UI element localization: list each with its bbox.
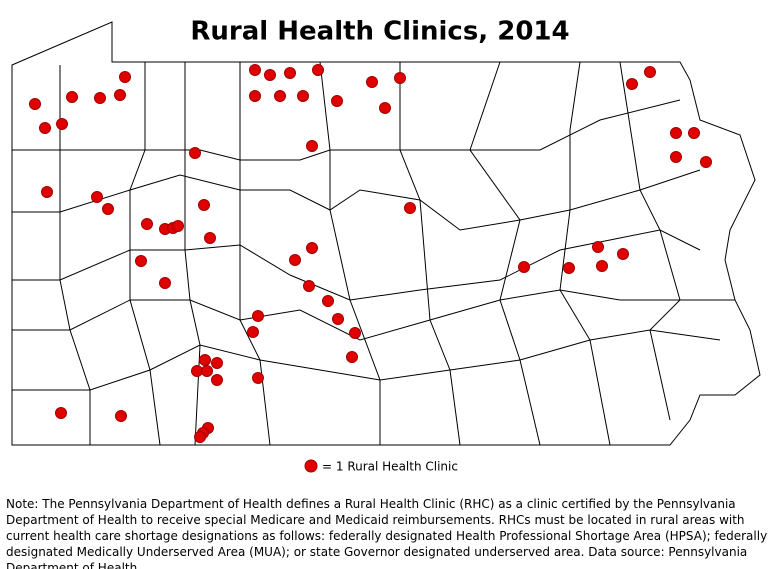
- note: Note: The Pennsylvania Department of Hea…: [6, 497, 768, 569]
- clinic-dot: [204, 232, 216, 244]
- legend-dot: [304, 459, 318, 473]
- county-line: [12, 169, 701, 231]
- clinic-dot: [119, 71, 131, 83]
- clinic-dot: [563, 262, 575, 274]
- clinic-dot: [312, 64, 324, 76]
- clinic-dot: [115, 410, 127, 422]
- clinic-dot: [306, 242, 318, 254]
- clinic-dot: [366, 76, 378, 88]
- county-line: [12, 99, 681, 161]
- clinic-dot: [274, 90, 286, 102]
- county-line: [559, 61, 611, 446]
- clinic-dot: [56, 118, 68, 130]
- clinic-dot: [41, 186, 53, 198]
- map: Rural Health Clinics, 2014 = 1 Rural Hea…: [11, 17, 761, 474]
- clinic-dot: [55, 407, 67, 419]
- clinic-dot: [289, 254, 301, 266]
- clinic-dot: [249, 90, 261, 102]
- clinic-dot: [617, 248, 629, 260]
- clinic-dot: [332, 313, 344, 325]
- county-line: [12, 289, 735, 341]
- clinic-dot: [349, 327, 361, 339]
- county-line: [184, 62, 201, 446]
- clinic-dot: [518, 261, 530, 273]
- clinic-dot: [135, 255, 147, 267]
- clinic-dot: [141, 218, 153, 230]
- county-line: [129, 62, 161, 446]
- clinic-dot: [29, 98, 41, 110]
- county-line: [59, 65, 91, 445]
- clinic-dot: [172, 220, 184, 232]
- map-title: Rural Health Clinics, 2014: [190, 17, 569, 47]
- clinic-dot: [626, 78, 638, 90]
- clinic-dot: [303, 280, 315, 292]
- clinic-dot: [670, 127, 682, 139]
- legend-label: = 1 Rural Health Clinic: [322, 460, 458, 474]
- county-line: [319, 61, 381, 445]
- clinic-dot: [379, 102, 391, 114]
- clinic-dot: [211, 374, 223, 386]
- clinic-dot: [284, 67, 296, 79]
- clinic-dots: [29, 64, 712, 443]
- clinic-dot: [114, 89, 126, 101]
- clinic-dot: [264, 69, 276, 81]
- clinic-dot: [189, 147, 201, 159]
- clinic-dot: [322, 295, 334, 307]
- clinic-dot: [644, 66, 656, 78]
- clinic-dot: [247, 326, 259, 338]
- clinic-dot: [94, 92, 106, 104]
- clinic-dot: [670, 151, 682, 163]
- clinic-dot: [297, 90, 309, 102]
- county-line: [12, 329, 721, 391]
- county-lines: [11, 21, 761, 446]
- clinic-dot: [346, 351, 358, 363]
- clinic-dot: [198, 199, 210, 211]
- clinic-dot: [688, 127, 700, 139]
- clinic-dot: [191, 365, 203, 377]
- clinic-dot: [394, 72, 406, 84]
- county-line: [399, 62, 461, 446]
- clinic-dot: [596, 260, 608, 272]
- clinic-dot: [66, 91, 78, 103]
- clinic-dot: [201, 365, 213, 377]
- clinic-dot: [331, 95, 343, 107]
- state-outline: [11, 21, 761, 446]
- clinic-dot: [211, 357, 223, 369]
- clinic-dot: [592, 241, 604, 253]
- county-line: [469, 61, 541, 446]
- clinic-dot: [199, 354, 211, 366]
- clinic-dot: [700, 156, 712, 168]
- clinic-dot: [194, 431, 206, 443]
- clinic-dot: [102, 203, 114, 215]
- clinic-dot: [252, 310, 264, 322]
- clinic-dot: [252, 372, 264, 384]
- clinic-dot: [306, 140, 318, 152]
- clinic-dot: [249, 64, 261, 76]
- clinic-dot: [404, 202, 416, 214]
- clinic-dot: [39, 122, 51, 134]
- county-line: [619, 61, 681, 421]
- clinic-dot: [91, 191, 103, 203]
- clinic-dot: [159, 277, 171, 289]
